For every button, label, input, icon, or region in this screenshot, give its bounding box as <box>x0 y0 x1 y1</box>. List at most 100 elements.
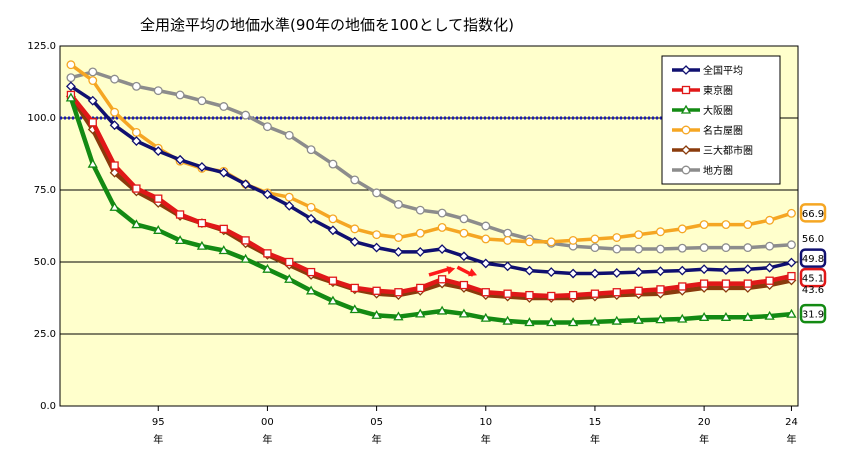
series-line <box>69 93 792 299</box>
data-point <box>480 312 491 322</box>
data-point <box>174 235 186 245</box>
data-point <box>306 145 316 155</box>
x-tick-label: 00 <box>261 417 274 428</box>
data-point <box>764 262 775 273</box>
data-point <box>88 76 98 86</box>
data-point <box>678 282 687 291</box>
data-point <box>524 265 535 276</box>
data-point <box>241 110 251 120</box>
x-tick-unit: 年 <box>699 433 709 446</box>
data-point <box>263 249 272 258</box>
y-tick-label: 0.0 <box>40 401 56 412</box>
data-point <box>612 288 621 297</box>
data-point <box>681 145 691 155</box>
end-label: 49.8 <box>802 254 824 265</box>
data-point <box>328 276 338 285</box>
x-tick-label: 24 <box>785 417 798 428</box>
data-point <box>284 200 295 211</box>
data-point <box>328 225 338 236</box>
data-point <box>285 257 294 267</box>
series-line <box>70 70 792 251</box>
data-point <box>371 309 382 319</box>
data-point <box>568 268 579 279</box>
data-point <box>612 233 622 242</box>
data-point <box>218 167 229 178</box>
legend-label: 東京圏 <box>703 84 733 97</box>
data-point <box>481 288 490 297</box>
data-point <box>175 90 185 100</box>
data-point <box>721 220 731 230</box>
data-point <box>743 243 753 253</box>
data-point <box>699 243 709 253</box>
data-point <box>327 295 339 305</box>
legend-label: 地方圏 <box>703 164 733 177</box>
data-point <box>284 192 294 202</box>
data-point <box>394 288 403 297</box>
data-point <box>262 122 272 132</box>
data-point <box>349 304 360 314</box>
data-point <box>197 96 207 106</box>
data-point <box>240 179 251 190</box>
y-tick-label: 25.0 <box>34 329 56 340</box>
data-point <box>742 264 753 275</box>
data-point <box>109 201 120 211</box>
y-tick-label: 50.0 <box>34 257 56 268</box>
arrow-head <box>468 268 478 277</box>
data-point <box>655 227 665 237</box>
legend-label: 大阪圏 <box>703 104 733 117</box>
data-point <box>547 291 556 301</box>
data-point <box>787 271 796 281</box>
legend-label: 三大都市圏 <box>703 144 753 157</box>
data-point <box>219 102 229 111</box>
data-point <box>765 215 775 225</box>
data-point <box>458 308 470 318</box>
data-point <box>765 241 775 251</box>
data-point <box>764 310 775 320</box>
data-point <box>612 244 622 254</box>
end-label: 56.0 <box>802 234 824 245</box>
data-point <box>481 234 491 244</box>
data-point <box>306 267 316 277</box>
data-point <box>284 273 295 283</box>
data-point <box>634 286 643 295</box>
data-point <box>655 266 666 277</box>
data-point <box>175 210 185 219</box>
legend-label: 名古屋圏 <box>703 124 743 137</box>
data-point <box>65 92 77 102</box>
x-axis: 95 年 00 年 05 年 10 年 15 年 20 年 24 年 <box>152 406 798 446</box>
data-point <box>153 225 164 234</box>
data-point <box>568 290 578 300</box>
data-point <box>677 243 687 253</box>
data-point <box>634 230 644 240</box>
end-label: 31.9 <box>802 310 824 321</box>
data-point <box>110 107 120 117</box>
data-point <box>765 276 774 285</box>
end-label-box <box>799 248 827 268</box>
data-point <box>743 220 753 230</box>
data-point <box>437 244 448 254</box>
data-point <box>262 189 273 200</box>
data-point <box>546 317 557 327</box>
data-point <box>681 85 691 95</box>
data-point <box>131 81 141 91</box>
data-point <box>656 285 665 294</box>
arrow-head <box>446 266 456 275</box>
x-tick-unit: 年 <box>262 433 272 446</box>
data-point <box>459 214 469 224</box>
data-point <box>371 242 382 253</box>
data-point <box>502 315 513 325</box>
data-point <box>436 305 448 315</box>
data-point <box>590 268 600 279</box>
data-point <box>437 275 447 284</box>
data-point <box>786 308 797 318</box>
x-tick-label: 15 <box>589 417 602 428</box>
x-tick-unit: 年 <box>372 433 382 446</box>
data-point <box>742 311 753 321</box>
data-point <box>131 127 141 137</box>
data-point <box>153 86 163 96</box>
data-point <box>786 240 796 250</box>
data-point <box>633 314 644 324</box>
data-point <box>132 184 141 193</box>
data-point <box>655 244 665 254</box>
x-tick-unit: 年 <box>590 433 600 446</box>
